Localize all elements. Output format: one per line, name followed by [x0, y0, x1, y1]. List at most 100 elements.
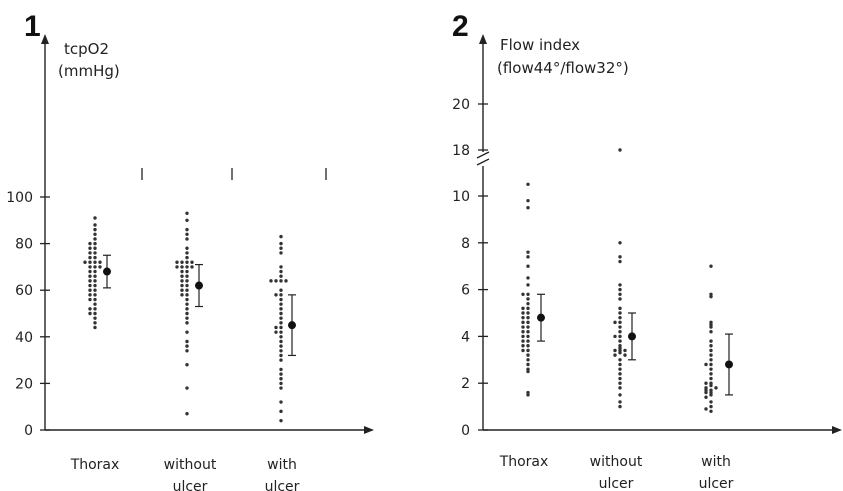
- panel-2-data-point: [526, 353, 530, 357]
- panel-1-data-point: [185, 269, 189, 274]
- panel-1-data-point: [279, 251, 283, 255]
- panel-2-data-point: [521, 311, 525, 315]
- panel-1-data-point: [180, 279, 184, 283]
- panel-2-category-label: with: [701, 454, 731, 470]
- panel-1-data-point: [185, 339, 189, 344]
- panel-1-data-point: [274, 330, 278, 334]
- panel-1-data-point: [274, 279, 278, 283]
- panel-2-data-point: [526, 250, 530, 254]
- panel-2-data-point: [709, 393, 713, 397]
- panel-1-data-point: [88, 274, 92, 278]
- panel-1-y-tick-label: 20: [15, 376, 33, 392]
- panel-1-data-point: [279, 372, 283, 376]
- panel-2-data-point: [704, 386, 708, 390]
- panel-2-data-point: [623, 348, 627, 353]
- panel-2-data-point: [526, 198, 530, 203]
- panel-1-data-point: [279, 316, 283, 320]
- panel-2-data-point: [526, 264, 530, 268]
- panel-1-data-point: [180, 269, 184, 274]
- panel-1-data-point: [279, 274, 283, 278]
- panel-1-category-label: Thorax: [70, 457, 120, 473]
- panel-2-data-point: [618, 283, 622, 287]
- panel-1-data-point: [98, 265, 102, 269]
- panel-2-category-label: ulcer: [699, 476, 734, 491]
- panel-2-data-point: [704, 381, 708, 385]
- panel-2-data-point: [526, 255, 530, 259]
- panel-2-data-point: [618, 311, 622, 315]
- panel-1-data-point: [185, 411, 189, 416]
- panel-2-data-point: [704, 388, 708, 392]
- panel-2-data-point: [618, 348, 622, 353]
- panel-2-data-point: [709, 390, 713, 395]
- panel-1-mean-marker: [195, 281, 203, 290]
- panel-2-data-point: [714, 386, 718, 390]
- panel-1-data-point: [185, 302, 189, 306]
- panel-2-flow-index: 2 Flow index (flow44°/flow32°) 0 2 4 6 8 10 18…: [452, 10, 842, 491]
- panel-1-data-point: [88, 251, 92, 255]
- panel-2-data-point: [709, 348, 713, 353]
- panel-1-data-point: [279, 297, 283, 302]
- panel-1-data-point: [185, 316, 189, 320]
- panel-2-mean-marker: [628, 332, 636, 341]
- panel-1-data-point: [279, 279, 283, 283]
- panel-2-data-point: [709, 323, 713, 327]
- panel-1-data-point: [88, 241, 92, 246]
- panel-1-data-point: [180, 293, 184, 297]
- panel-1-data-point: [93, 227, 97, 232]
- panel-2-data-point: [521, 339, 525, 343]
- panel-1-category-label: with: [267, 457, 297, 473]
- panel-2-data-point: [521, 315, 525, 320]
- panel-2-data-point: [526, 297, 530, 301]
- panel-2-data-point: [526, 367, 530, 371]
- panel-1-data-point: [279, 349, 283, 353]
- panel-1-data-point: [279, 409, 283, 414]
- panel-2-data-point: [613, 334, 617, 339]
- panel-2-data-point: [526, 344, 530, 348]
- panel-1-data-point: [269, 279, 273, 283]
- panel-2-data-point: [526, 334, 530, 339]
- panel-2-data-point: [618, 339, 622, 343]
- panel-2-data-point: [709, 344, 713, 348]
- panel-1-y-tick-label: 100: [6, 190, 33, 206]
- panel-2-data-point: [526, 348, 530, 353]
- panel-2-data-point: [526, 276, 530, 280]
- panel-2-data-point: [526, 182, 530, 186]
- panel-1-data-point: [279, 302, 283, 306]
- panel-1-ylabel-line1: tcpO2: [64, 40, 109, 58]
- panel-1-data-point: [279, 325, 283, 330]
- panel-2-data-point: [618, 259, 622, 264]
- panel-1-data-point: [185, 255, 189, 260]
- panel-1-data-point: [175, 265, 179, 269]
- panel-1-y-tick-label: 40: [15, 330, 33, 346]
- panel-2-data-point: [526, 369, 530, 374]
- panel-1-data-point: [88, 307, 92, 311]
- panel-2-y-tick-label: 18: [452, 143, 470, 159]
- panel-2-data-point: [618, 376, 622, 381]
- panel-1-mean-marker: [288, 321, 296, 330]
- panel-2-data-point: [709, 388, 713, 392]
- panel-1-category-label: ulcer: [265, 479, 300, 491]
- panel-1-data-point: [93, 316, 97, 320]
- panel-1-data-point: [279, 353, 283, 358]
- panel-2-data-point: [526, 362, 530, 367]
- panel-1-data-point: [93, 251, 97, 255]
- panel-1-data-point: [190, 265, 194, 269]
- panel-2-data-point: [618, 344, 622, 348]
- panel-2-data-point: [618, 315, 622, 320]
- panel-2-data-point: [521, 330, 525, 334]
- panel-1-data-point: [93, 269, 97, 274]
- panel-1-category-label: ulcer: [173, 479, 208, 491]
- panel-2-data-point: [618, 372, 622, 376]
- panel-2-data-point: [709, 362, 713, 367]
- panel-2-data-point: [618, 381, 622, 385]
- panel-1-data-point: [175, 260, 179, 264]
- panel-1-data-point: [185, 386, 189, 390]
- panel-1-data-point: [274, 325, 278, 330]
- panel-2-data-point: [521, 292, 525, 296]
- panel-2-y-axis-arrow: [479, 34, 487, 44]
- panel-2-y-tick-label: 0: [461, 423, 470, 439]
- panel-1-data-point: [83, 260, 87, 264]
- panel-1-data-point: [180, 260, 184, 264]
- panel-2-data-point: [526, 393, 530, 397]
- panel-1-data-point: [185, 251, 189, 255]
